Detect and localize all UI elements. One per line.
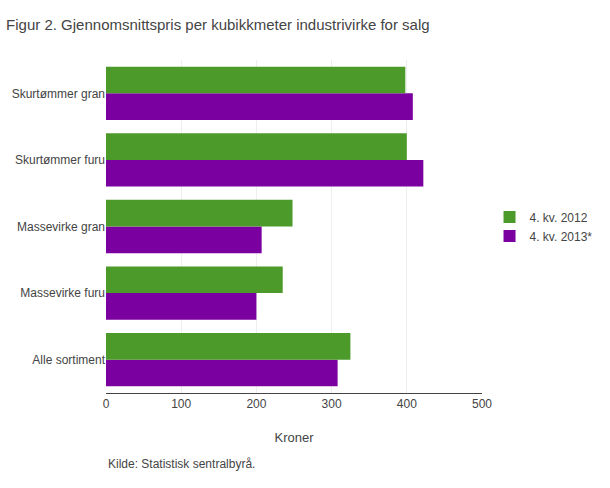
svg-text:4. kv. 2013*: 4. kv. 2013* [530, 230, 593, 244]
svg-text:Kroner: Kroner [274, 430, 314, 445]
svg-text:0: 0 [103, 397, 110, 411]
svg-text:Skurtømmer gran: Skurtømmer gran [12, 87, 105, 101]
svg-text:Massevirke furu: Massevirke furu [20, 286, 105, 300]
svg-text:4. kv. 2012: 4. kv. 2012 [530, 211, 588, 225]
svg-text:500: 500 [472, 397, 492, 411]
svg-text:Massevirke gran: Massevirke gran [17, 220, 105, 234]
svg-text:300: 300 [322, 397, 342, 411]
svg-text:400: 400 [397, 397, 417, 411]
svg-text:200: 200 [246, 397, 266, 411]
svg-text:Alle sortiment: Alle sortiment [32, 353, 105, 367]
svg-text:Figur 2. Gjennomsnittspris per: Figur 2. Gjennomsnittspris per kubikkmet… [6, 16, 430, 33]
svg-text:Kilde: Statistisk sentralbyrå.: Kilde: Statistisk sentralbyrå. [108, 457, 255, 471]
svg-text:100: 100 [171, 397, 191, 411]
svg-text:Skurtømmer furu: Skurtømmer furu [15, 153, 105, 167]
